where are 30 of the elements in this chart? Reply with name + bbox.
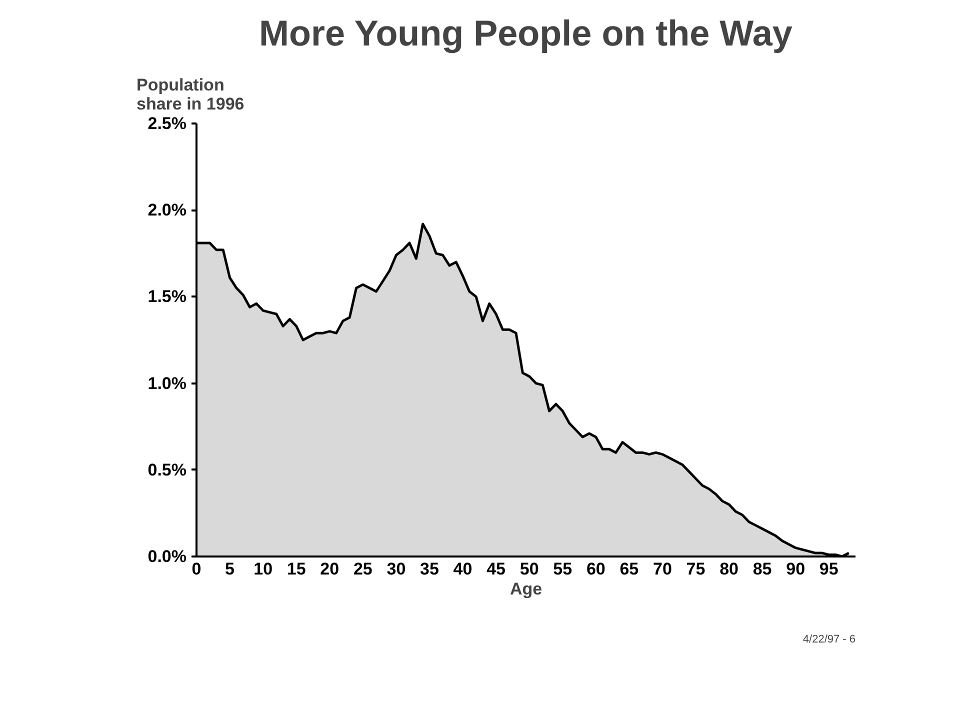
x-tick-label: 50 [520, 560, 539, 578]
x-tick-label: 10 [254, 560, 273, 578]
y-tick-label: 2.0% [148, 200, 186, 220]
y-tick-label: 1.5% [148, 287, 186, 306]
y-tick-label: 0.0% [148, 547, 186, 566]
x-tick-label: 45 [486, 560, 506, 578]
x-axis-title: Age [510, 580, 542, 598]
x-tick-label: 65 [620, 560, 639, 578]
y-tick-label: 2.5% [148, 114, 186, 133]
x-tick-label: 20 [320, 560, 340, 578]
text: 4/22/97 - 6 [802, 634, 856, 646]
chart-title: More Young People on the Way [258, 12, 792, 54]
x-tick-label: 15 [286, 560, 306, 578]
x-tick-label: 85 [752, 560, 772, 578]
x-tick-label: 40 [453, 560, 472, 578]
y-tick-label: 0.5% [148, 460, 186, 480]
x-tick-label: 5 [225, 560, 235, 578]
x-tick-label: 0 [192, 560, 202, 578]
x-tick-label: 30 [386, 560, 406, 578]
x-tick-label: 25 [353, 560, 372, 578]
x-tick-label: 60 [586, 560, 606, 578]
x-tick-label: 90 [786, 560, 806, 578]
y-tick-label: 1.0% [148, 374, 186, 393]
y-axis-title: Population share in 1996 [136, 76, 244, 114]
x-tick-label: 75 [686, 560, 706, 578]
x-tick-label: 95 [819, 560, 838, 578]
x-tick-label: 55 [553, 560, 572, 578]
x-tick-label: 80 [720, 560, 738, 578]
x-tick-label: 70 [653, 560, 672, 578]
x-tick-label: 35 [420, 560, 439, 578]
